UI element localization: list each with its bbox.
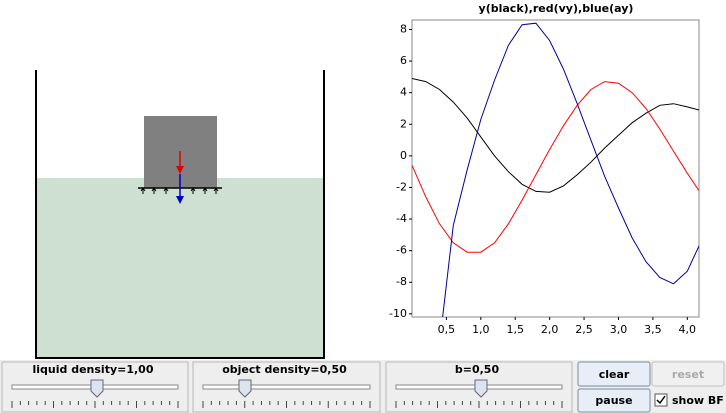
checkmark <box>656 395 666 405</box>
x-tick-label: 4,0 <box>679 323 697 336</box>
pause-button[interactable]: pause <box>577 388 651 413</box>
button-label[interactable]: pause <box>595 394 632 407</box>
y-tick-label: -8 <box>396 275 407 288</box>
y-tick-label: -10 <box>389 307 407 320</box>
slider-thumb[interactable] <box>90 379 104 398</box>
x-tick-label: 1,0 <box>472 323 490 336</box>
chart-title: y(black),red(vy),blue(ay) <box>479 2 634 15</box>
button-frame[interactable] <box>577 388 651 413</box>
button-frame[interactable] <box>577 361 651 387</box>
button-label[interactable]: clear <box>599 368 630 381</box>
y-tick-label: 2 <box>400 117 407 130</box>
y-tick-label: 4 <box>400 86 407 99</box>
x-tick-label: 0,5 <box>438 323 456 336</box>
x-tick-label: 2,5 <box>575 323 593 336</box>
slider-label: object density=0,50 <box>222 363 347 376</box>
tank <box>35 70 325 359</box>
y-tick-label: -2 <box>396 180 407 193</box>
slider-label: liquid density=1,00 <box>33 363 154 376</box>
x-tick-label: 1,5 <box>506 323 524 336</box>
tank-walls <box>35 70 325 359</box>
series-line <box>412 81 699 253</box>
x-tick-label: 2,0 <box>541 323 559 336</box>
liquid <box>37 178 323 358</box>
slider-thumb[interactable] <box>238 379 252 398</box>
reset-button: reset <box>651 361 725 387</box>
slider-label: b=0,50 <box>455 363 500 376</box>
series-line <box>442 22 699 317</box>
y-tick-label: 8 <box>400 22 407 35</box>
slider[interactable]: b=0,50 <box>385 361 573 413</box>
y-tick-label: -4 <box>396 212 407 225</box>
show-bf-checkbox[interactable]: show BF <box>654 393 724 407</box>
button-frame <box>651 361 725 387</box>
clear-button[interactable]: clear <box>577 361 651 387</box>
slider[interactable]: liquid density=1,00 <box>1 361 189 413</box>
gravity-arrowhead <box>176 166 184 174</box>
x-tick-label: 3,5 <box>644 323 662 336</box>
slider-track[interactable] <box>202 384 371 390</box>
button-label: reset <box>672 368 704 381</box>
buoyancy-arrowhead <box>176 196 184 204</box>
checkbox-label[interactable]: show BF <box>672 394 724 407</box>
y-tick-label: -6 <box>396 244 407 257</box>
x-tick-label: 3,0 <box>610 323 628 336</box>
y-tick-label: 0 <box>400 149 407 162</box>
slider-thumb[interactable] <box>474 379 488 398</box>
checkbox-box[interactable] <box>654 393 668 407</box>
pressure-arrows <box>140 187 219 194</box>
slider[interactable]: object density=0,50 <box>192 361 381 413</box>
y-tick-label: 6 <box>400 54 407 67</box>
series-line <box>412 78 699 193</box>
